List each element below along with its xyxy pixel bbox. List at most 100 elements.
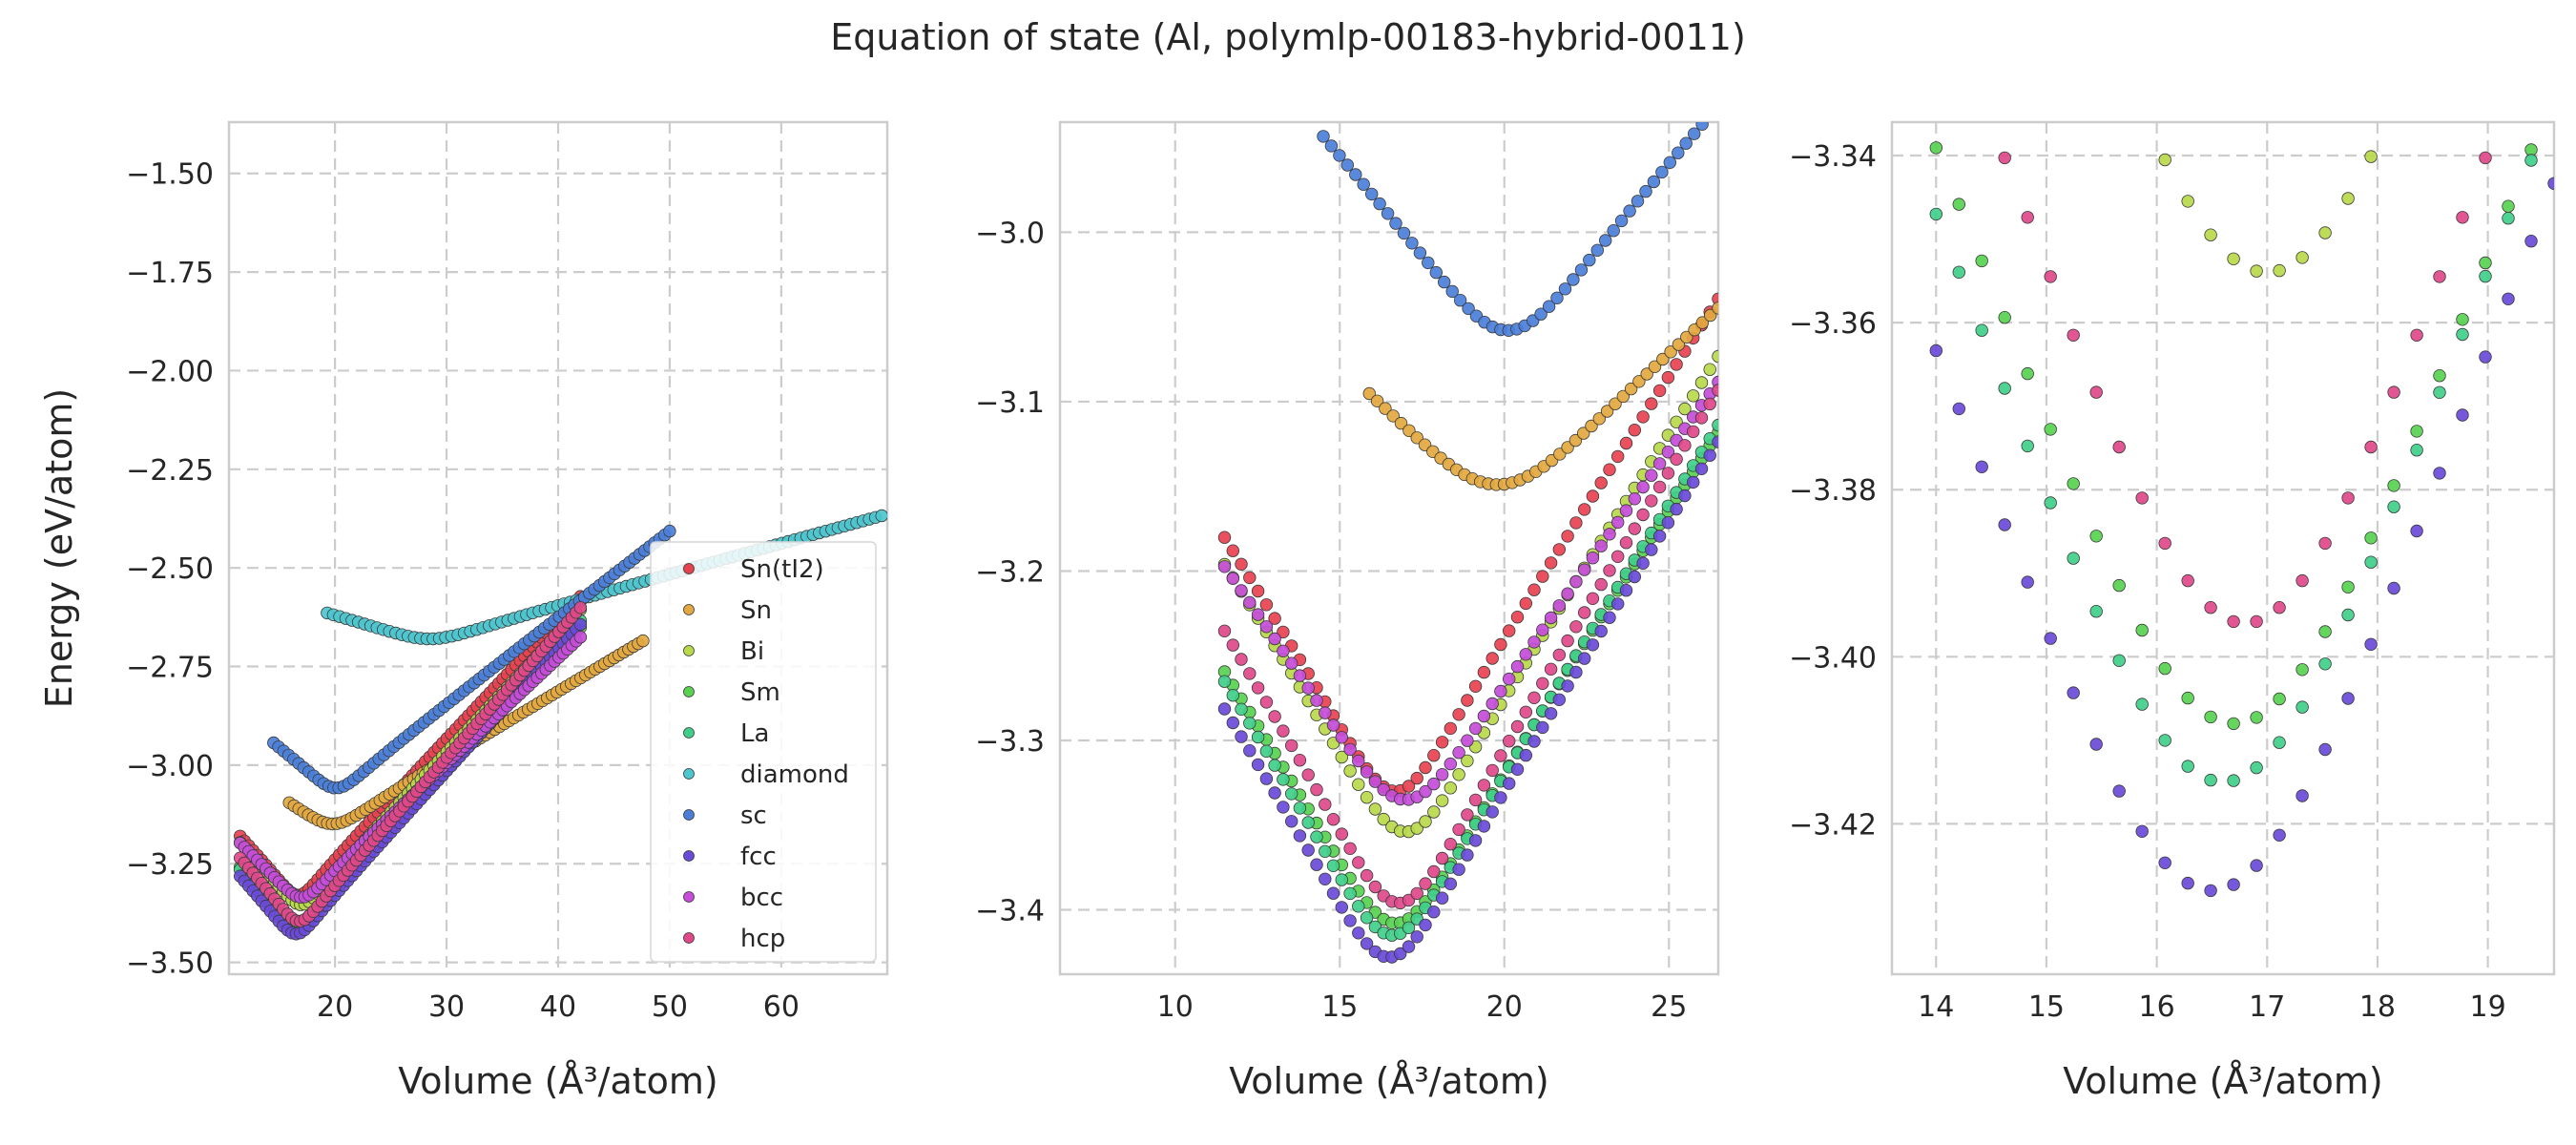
data-point-sn-ti2 — [1477, 665, 1491, 679]
data-point-sm — [2044, 423, 2057, 436]
data-point-la — [1301, 816, 1315, 829]
data-point-bcc — [1326, 718, 1340, 732]
data-point-sn-ti2 — [1419, 760, 1432, 775]
data-point-bcc — [1335, 731, 1349, 744]
legend-marker-bi — [683, 645, 695, 656]
plot-area — [1058, 120, 1720, 976]
data-point-sc — [1695, 122, 1709, 131]
data-point-sn-ti2 — [1268, 612, 1281, 625]
data-point-hcp — [1569, 620, 1583, 634]
plot-area — [1890, 120, 2556, 976]
data-point-hcp — [1301, 768, 1315, 781]
data-point-la — [1712, 418, 1718, 432]
data-point-hcp — [2021, 211, 2034, 224]
data-point-hcp — [1402, 893, 1416, 907]
data-point-la — [2341, 608, 2355, 622]
data-point-sc — [1704, 109, 1716, 121]
data-point-fcc — [1444, 877, 1458, 891]
data-point-sm — [2410, 425, 2423, 438]
data-point-hcp — [1610, 550, 1625, 564]
data-point-hcp — [1552, 648, 1567, 662]
data-point-bi — [1444, 781, 1458, 795]
data-points — [233, 509, 887, 941]
data-point-fcc — [1235, 730, 1248, 743]
data-point-sm — [2067, 477, 2080, 490]
data-point-fcc — [1226, 716, 1240, 730]
data-point-fcc — [1975, 460, 1988, 474]
data-point-hcp — [2479, 151, 2492, 165]
data-point-bcc — [1494, 684, 1507, 698]
data-point-sn-ti2 — [1628, 424, 1642, 437]
data-point-la — [2089, 605, 2103, 618]
data-point-sc — [1663, 156, 1677, 170]
data-point-hcp — [2067, 328, 2080, 343]
data-point-sn-ti2 — [1527, 583, 1541, 596]
data-point-fcc — [1310, 858, 1323, 871]
data-point-bcc — [573, 631, 588, 644]
data-point-hcp — [1586, 592, 1600, 606]
data-point-sm — [2227, 717, 2240, 731]
data-point-sn-ti2 — [1645, 397, 1658, 410]
data-point-sc — [1364, 187, 1379, 201]
data-point-sc — [1574, 263, 1589, 277]
data-point-hcp — [1352, 856, 1365, 869]
data-point-sn — [1585, 419, 1598, 433]
data-point-sn — [1394, 416, 1408, 430]
data-point-bi — [2341, 192, 2355, 205]
x-tick-label: 19 — [2470, 990, 2506, 1024]
data-point-fcc — [1510, 762, 1525, 777]
data-point-bi — [1461, 754, 1474, 768]
data-point-sc — [1713, 99, 1725, 112]
x-tick-label: 10 — [1157, 990, 1194, 1024]
data-point-bi — [2181, 195, 2194, 208]
data-point-la — [2021, 439, 2034, 453]
data-point-bcc — [1310, 694, 1323, 707]
data-point-bcc — [2251, 107, 2263, 119]
data-point-fcc — [1494, 791, 1507, 804]
data-point-sc — [1614, 214, 1629, 228]
data-point-hcp — [1319, 798, 1332, 811]
data-point-la — [2135, 697, 2149, 711]
data-point-fcc — [573, 617, 588, 632]
data-point-hcp — [1461, 808, 1474, 822]
data-point-bcc — [1277, 644, 1290, 658]
data-point-la — [1217, 675, 1232, 688]
data-point-sc — [1679, 136, 1693, 150]
data-point-hcp — [1678, 439, 1692, 452]
data-point-la — [2479, 269, 2492, 283]
data-point-la — [1326, 859, 1340, 873]
data-point-hcp — [1661, 467, 1675, 480]
data-point-sm — [1929, 141, 1943, 155]
data-point-sn — [1362, 386, 1377, 401]
data-point-sn — [1695, 316, 1710, 329]
data-point-bcc — [1619, 504, 1633, 517]
data-point-la — [1335, 873, 1349, 886]
data-point-hcp — [2227, 614, 2240, 629]
data-point-hcp — [2135, 491, 2149, 505]
data-point-fcc — [2341, 692, 2355, 705]
data-point-la — [2524, 154, 2538, 167]
data-point-la — [1284, 787, 1298, 801]
legend-label-sn-ti2: Sn(tI2) — [740, 555, 824, 584]
y-tick-label: −2.00 — [126, 355, 214, 388]
data-point-la — [1352, 900, 1365, 913]
data-point-sc — [1429, 265, 1444, 280]
data-point-hcp — [1603, 564, 1616, 577]
data-point-bi — [2227, 252, 2240, 266]
data-point-sm — [2341, 580, 2355, 594]
data-point-sn-ti2 — [1610, 449, 1625, 464]
data-point-sm — [2479, 256, 2492, 270]
data-point-sn-ti2 — [1217, 531, 1232, 544]
data-point-sc — [1453, 294, 1467, 307]
data-point-bi — [2411, 52, 2423, 65]
data-point-fcc — [1461, 848, 1474, 862]
data-point-bi — [1410, 822, 1423, 835]
data-point-sn — [1609, 397, 1622, 410]
data-point-fcc — [1293, 829, 1307, 843]
data-point-sn-ti2 — [1652, 384, 1667, 398]
data-point-hcp — [1268, 710, 1281, 723]
legend-label-sn: Sn — [740, 596, 772, 625]
data-point-hcp — [1594, 577, 1608, 592]
data-point-hcp — [1712, 384, 1718, 397]
